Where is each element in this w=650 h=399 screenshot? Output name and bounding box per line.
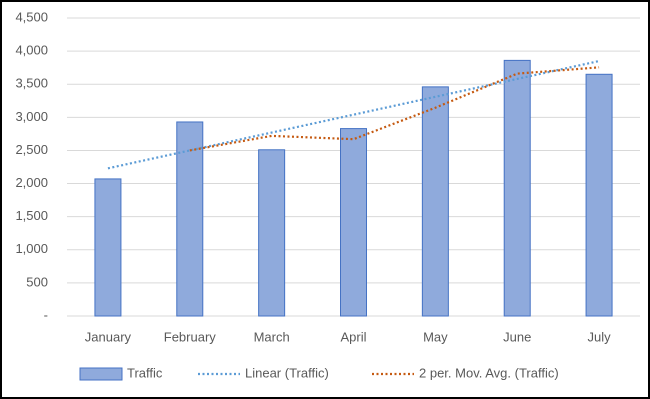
bar [258, 149, 286, 317]
x-tick-label: May [423, 329, 448, 344]
x-tick-label: July [588, 329, 612, 344]
y-tick-label: 4,000 [15, 43, 48, 58]
legend-label: Traffic [127, 365, 163, 380]
bar [585, 73, 613, 317]
bar [421, 86, 449, 317]
trend-line [107, 59, 600, 170]
y-tick-label: 4,500 [15, 9, 48, 24]
y-tick-label: 3,500 [15, 76, 48, 91]
y-tick-label: 500 [26, 274, 48, 289]
x-tick-label: June [503, 329, 531, 344]
x-tick-label: January [85, 329, 132, 344]
trend-line [189, 66, 600, 152]
y-tick-label: 1,500 [15, 208, 48, 223]
y-tick-label: 3,000 [15, 109, 48, 124]
x-tick-label: April [340, 329, 366, 344]
x-tick-label: March [254, 329, 290, 344]
y-tick-label: - [44, 307, 48, 322]
y-tick-label: 2,000 [15, 175, 48, 190]
y-tick-label: 2,500 [15, 142, 48, 157]
legend-label: Linear (Traffic) [245, 365, 329, 380]
y-tick-label: 1,000 [15, 241, 48, 256]
bar [340, 128, 367, 317]
legend-label: 2 per. Mov. Avg. (Traffic) [419, 365, 559, 380]
bar [176, 121, 204, 317]
x-tick-label: February [164, 329, 217, 344]
bar [503, 59, 531, 317]
bar [94, 178, 122, 317]
legend-swatch [79, 367, 123, 381]
